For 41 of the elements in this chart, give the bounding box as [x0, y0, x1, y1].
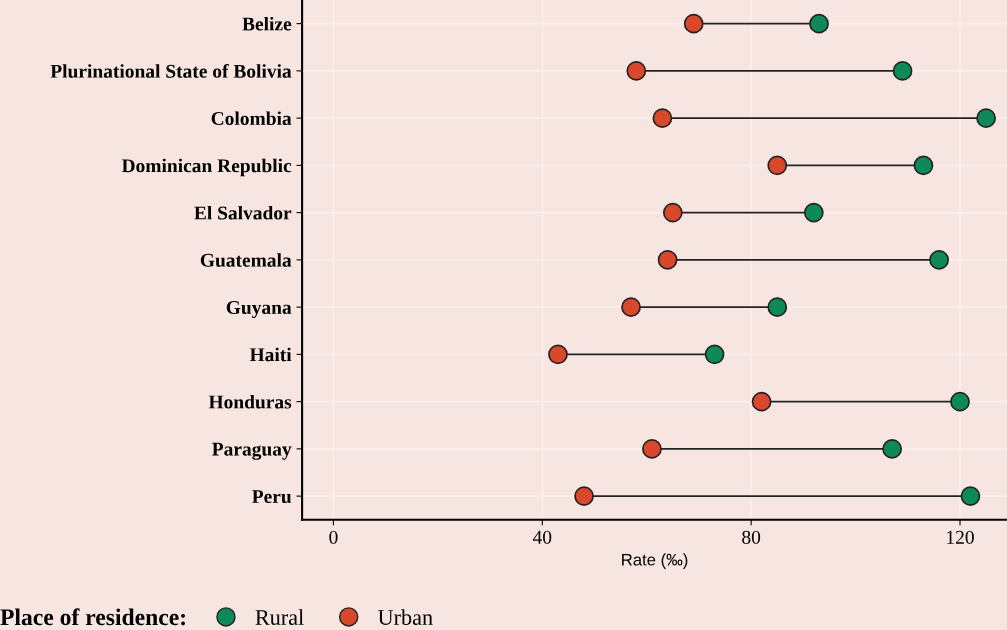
point — [950, 391, 970, 412]
point — [809, 13, 829, 34]
y-tick-label: Haiti — [249, 347, 292, 362]
y-tick-label: El Salvador — [194, 205, 292, 220]
y-tick-label: Peru — [252, 490, 292, 504]
point — [913, 155, 934, 176]
point — [929, 249, 950, 270]
y-tick-label: Guyana — [226, 300, 292, 319]
point — [548, 344, 568, 365]
legend-title: Place of residence: — [0, 608, 185, 626]
point — [652, 108, 673, 129]
y-tick-label: Belize — [242, 16, 292, 31]
x-axis-title: Rate (‰) — [622, 553, 688, 569]
point — [704, 344, 725, 365]
point — [767, 297, 788, 318]
y-tick-label: Plurinational State of Bolivia — [50, 63, 292, 78]
point — [574, 486, 594, 507]
point — [960, 486, 981, 507]
y-tick-label: Honduras — [208, 394, 292, 409]
point — [626, 60, 647, 81]
point — [803, 202, 824, 223]
point — [657, 249, 678, 270]
y-tick-label: Guatemala — [200, 253, 292, 267]
legend-label: Urban — [378, 609, 433, 625]
point — [882, 438, 903, 459]
y-tick-label: Colombia — [211, 111, 292, 126]
x-tick-label: 0 — [329, 530, 338, 544]
x-tick-label: 80 — [742, 530, 761, 544]
y-tick-label: Paraguay — [212, 442, 292, 460]
point — [751, 391, 772, 412]
point — [621, 297, 641, 318]
y-tick-label: Dominican Republic — [121, 158, 292, 177]
x-tick-label: 120 — [947, 530, 974, 544]
point — [767, 155, 788, 176]
point — [976, 108, 997, 129]
point — [642, 438, 662, 459]
legend-label: Rural — [255, 609, 304, 625]
point — [662, 202, 683, 223]
x-tick-label: 40 — [532, 530, 552, 544]
point — [683, 13, 704, 34]
point — [892, 60, 913, 81]
